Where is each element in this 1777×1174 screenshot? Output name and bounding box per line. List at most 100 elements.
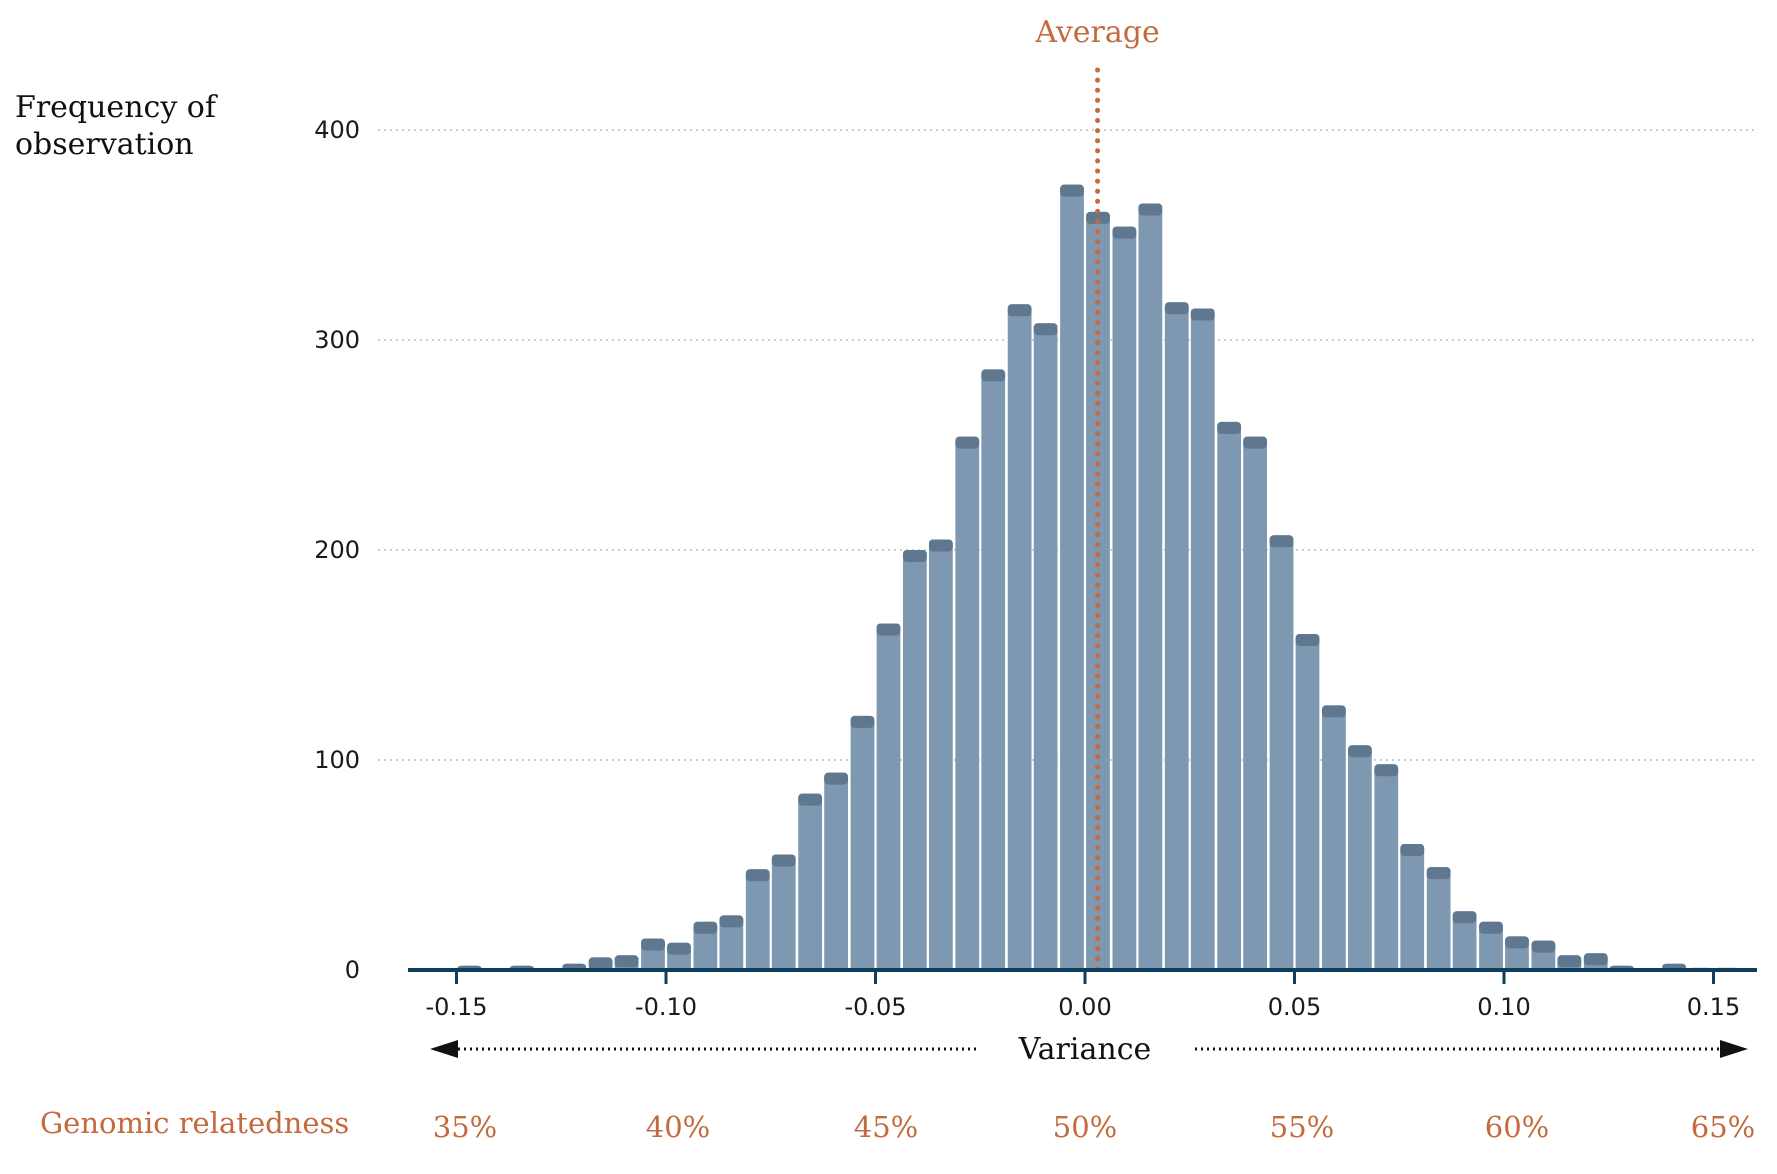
histogram-bars — [457, 184, 1739, 973]
variance-arrows — [430, 1040, 1748, 1058]
y-tick-label: 100 — [314, 746, 360, 774]
bar-cap — [1060, 184, 1084, 197]
bar-body — [1190, 308, 1215, 972]
relatedness-tick-label: 45% — [854, 1110, 918, 1144]
bar-cap — [1190, 308, 1215, 321]
histogram-bar — [1033, 323, 1058, 972]
histogram-bar — [1269, 535, 1294, 972]
x-tick-label: -0.10 — [635, 993, 697, 1021]
x-axis-label: Variance — [1018, 1032, 1152, 1067]
histogram-bar — [798, 793, 823, 972]
y-axis-label: Frequency of observation — [15, 90, 226, 162]
bar-cap — [1505, 936, 1529, 949]
histogram-bar — [1164, 302, 1189, 972]
relatedness-tick-label: 55% — [1270, 1110, 1334, 1144]
x-tick-label: -0.05 — [844, 993, 906, 1021]
bar-cap — [1557, 955, 1582, 968]
y-tick-label: 0 — [345, 956, 360, 984]
bar-body — [928, 539, 953, 972]
bar-cap — [693, 921, 718, 934]
bar-body — [719, 915, 744, 972]
histogram-bar — [667, 942, 691, 972]
histogram-bar — [1007, 304, 1032, 972]
histogram-bar — [1557, 955, 1582, 972]
histogram-bar — [981, 369, 1006, 972]
relatedness-tick-label: 40% — [646, 1110, 710, 1144]
x-tick-labels: -0.15 -0.10 -0.05 0.00 0.05 0.10 0.15 — [425, 993, 1740, 1021]
bar-body — [955, 436, 980, 973]
bar-cap — [876, 623, 901, 636]
y-tick-label: 400 — [314, 116, 360, 144]
histogram-bar — [1295, 634, 1320, 972]
histogram-bar — [1060, 184, 1084, 973]
y-tick-labels: 0 100 200 300 400 — [314, 116, 360, 984]
bar-body — [1243, 436, 1268, 973]
histogram-bar — [745, 869, 770, 972]
average-line-group: Average — [1034, 15, 1160, 973]
average-label: Average — [1034, 15, 1159, 50]
bar-cap — [1321, 705, 1346, 718]
bar-cap — [1033, 323, 1058, 336]
histogram-bar — [1452, 911, 1477, 972]
relatedness-label: Genomic relatedness — [40, 1106, 349, 1140]
x-tick-label: 0.05 — [1268, 993, 1321, 1021]
bar-cap — [798, 793, 823, 806]
bar-cap — [1426, 867, 1451, 880]
bar-cap — [745, 869, 770, 882]
histogram-bar — [955, 436, 980, 973]
y-tick-label: 300 — [314, 326, 360, 354]
bar-body — [1295, 634, 1320, 972]
histogram-bar — [1374, 764, 1399, 972]
bar-body — [1426, 867, 1451, 972]
histogram-bar — [641, 938, 665, 972]
bar-body — [1112, 226, 1137, 973]
histogram-bar — [614, 955, 639, 972]
y-axis-label-line-2: observation — [15, 127, 194, 162]
bar-cap — [850, 715, 875, 728]
bar-cap — [902, 550, 927, 562]
bar-body — [693, 921, 718, 972]
bar-cap — [1374, 764, 1399, 777]
bar-body — [876, 623, 901, 972]
bar-cap — [1531, 940, 1556, 953]
bar-body — [798, 793, 823, 972]
histogram-bar — [902, 550, 927, 972]
histogram-bar — [1347, 745, 1372, 972]
bar-body — [981, 369, 1006, 972]
left-arrow-head — [430, 1040, 458, 1058]
bar-body — [745, 869, 770, 972]
histogram-bar — [1112, 226, 1137, 973]
histogram-bar — [1190, 308, 1215, 972]
y-tick-label: 200 — [314, 536, 360, 564]
bar-cap — [1479, 921, 1503, 934]
bar-cap — [1086, 211, 1110, 224]
histogram-bar — [850, 715, 875, 972]
x-axis — [408, 968, 1757, 984]
bar-cap — [1243, 436, 1268, 449]
bar-body — [1321, 705, 1346, 972]
histogram-bar — [1426, 867, 1451, 972]
bar-body — [1217, 421, 1242, 972]
bar-cap — [1452, 911, 1477, 924]
histogram-bar — [1086, 211, 1110, 972]
gridlines — [378, 129, 1757, 761]
histogram-bar — [1531, 940, 1556, 972]
bar-body — [1400, 844, 1425, 972]
x-tick-label: 0.00 — [1058, 993, 1111, 1021]
bar-cap — [1164, 302, 1189, 315]
bar-cap — [1007, 304, 1032, 317]
bar-cap — [955, 436, 980, 449]
histogram-bar — [771, 854, 796, 972]
bar-cap — [1400, 844, 1425, 856]
bar-body — [850, 715, 875, 972]
bar-cap — [588, 957, 613, 970]
bar-body — [771, 854, 796, 972]
relatedness-tick-labels: 35% 40% 45% 50% 55% 60% 65% — [433, 1110, 1755, 1144]
bar-cap — [719, 915, 744, 928]
bar-body — [1164, 302, 1189, 972]
bar-body — [824, 772, 849, 972]
histogram-bar — [1505, 936, 1529, 972]
histogram-bar — [1400, 844, 1425, 972]
histogram-bar — [1583, 953, 1608, 972]
